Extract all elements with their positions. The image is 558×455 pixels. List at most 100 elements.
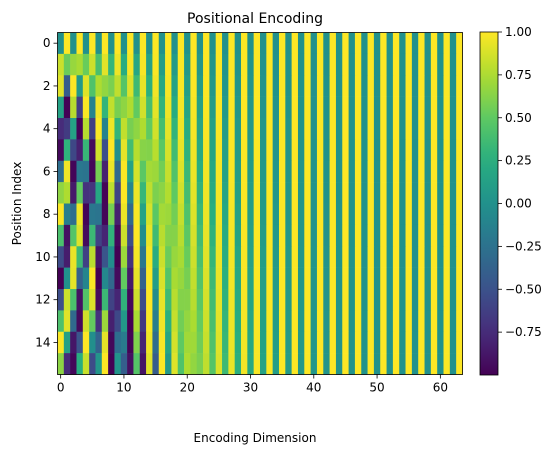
heatmap-cell — [133, 139, 140, 161]
heatmap-cell — [273, 289, 280, 311]
heatmap-cell — [89, 75, 96, 97]
heatmap-cell — [323, 332, 330, 354]
heatmap-cell — [197, 161, 204, 183]
heatmap-cell — [222, 182, 229, 204]
heatmap-cell — [159, 97, 166, 119]
heatmap-cell — [197, 75, 204, 97]
heatmap-cell — [64, 246, 71, 268]
heatmap-cell — [285, 182, 292, 204]
heatmap-cell — [222, 204, 229, 226]
heatmap-cell — [83, 161, 90, 183]
heatmap-cell — [279, 204, 286, 226]
heatmap-cell — [235, 97, 242, 119]
heatmap-cell — [159, 353, 166, 375]
heatmap-cell — [241, 204, 248, 226]
heatmap-cell — [317, 268, 324, 290]
heatmap-cell — [146, 118, 153, 140]
heatmap-cell — [108, 246, 115, 268]
heatmap-cell — [437, 97, 444, 119]
heatmap-cell — [399, 118, 406, 140]
heatmap-cell — [58, 268, 65, 290]
heatmap-cell — [444, 54, 451, 76]
heatmap-cell — [336, 353, 343, 375]
heatmap-cell — [114, 33, 121, 55]
heatmap-cell — [374, 139, 381, 161]
heatmap-cell — [342, 118, 349, 140]
heatmap-cell — [349, 204, 356, 226]
heatmap-cell — [102, 289, 109, 311]
heatmap-cell — [222, 33, 229, 55]
heatmap-cell — [355, 332, 362, 354]
heatmap-cell — [285, 161, 292, 183]
heatmap-cell — [311, 75, 318, 97]
heatmap-cell — [247, 97, 254, 119]
heatmap-cell — [450, 161, 457, 183]
heatmap-cell — [108, 97, 115, 119]
heatmap-cell — [393, 161, 400, 183]
heatmap-cell — [418, 54, 425, 76]
heatmap-cell — [184, 289, 191, 311]
heatmap-cell — [349, 353, 356, 375]
heatmap-cell — [254, 225, 261, 247]
heatmap-cell — [140, 332, 147, 354]
heatmap-cell — [456, 353, 463, 375]
heatmap-cell — [336, 139, 343, 161]
heatmap-cell — [330, 161, 337, 183]
heatmap-cell — [247, 268, 254, 290]
colorbar-tick-label: −0.50 — [505, 282, 542, 296]
heatmap-cell — [108, 75, 115, 97]
heatmap-cell — [273, 268, 280, 290]
heatmap-cell — [292, 97, 299, 119]
y-tick-label: 6 — [43, 164, 51, 178]
heatmap-cell — [298, 246, 305, 268]
heatmap-cell — [368, 182, 375, 204]
heatmap-cell — [254, 139, 261, 161]
heatmap-cell — [235, 75, 242, 97]
heatmap-cell — [450, 118, 457, 140]
heatmap-cell — [121, 97, 128, 119]
heatmap-cell — [70, 246, 77, 268]
heatmap-cell — [298, 268, 305, 290]
colorbar-tick-label: 0.25 — [505, 154, 532, 168]
heatmap-cell — [165, 332, 172, 354]
heatmap-cell — [304, 246, 311, 268]
heatmap-cell — [178, 289, 185, 311]
heatmap-cell — [368, 246, 375, 268]
heatmap-cell — [197, 33, 204, 55]
heatmap-cell — [342, 97, 349, 119]
heatmap-cell — [146, 289, 153, 311]
heatmap-cell — [266, 353, 273, 375]
y-axis: 0 2 4 6 8 10 12 14 — [35, 36, 57, 349]
heatmap-cell — [76, 353, 83, 375]
heatmap-cell — [152, 139, 159, 161]
heatmap-cell — [311, 353, 318, 375]
heatmap-cell — [152, 246, 159, 268]
heatmap-cell — [216, 182, 223, 204]
heatmap-cell — [108, 353, 115, 375]
heatmap-cell — [330, 204, 337, 226]
heatmap-cell — [133, 54, 140, 76]
heatmap-cell — [108, 289, 115, 311]
heatmap-cell — [70, 353, 77, 375]
heatmap-cell — [387, 246, 394, 268]
heatmap-cell — [266, 182, 273, 204]
heatmap-cell — [64, 332, 71, 354]
heatmap-cell — [368, 97, 375, 119]
heatmap-cell — [273, 33, 280, 55]
heatmap-cell — [203, 161, 210, 183]
heatmap-cell — [114, 75, 121, 97]
heatmap-cell — [355, 54, 362, 76]
heatmap-cell — [380, 97, 387, 119]
heatmap-cell — [83, 118, 90, 140]
heatmap-cell — [406, 246, 413, 268]
heatmap-cell — [285, 332, 292, 354]
heatmap-cell — [431, 204, 438, 226]
heatmap-cell — [444, 118, 451, 140]
heatmap-cell — [456, 289, 463, 311]
heatmap-cell — [374, 353, 381, 375]
heatmap-cell — [355, 75, 362, 97]
heatmap-cell — [95, 246, 102, 268]
heatmap-cell — [76, 139, 83, 161]
heatmap-cell — [184, 54, 191, 76]
heatmap-cell — [437, 353, 444, 375]
